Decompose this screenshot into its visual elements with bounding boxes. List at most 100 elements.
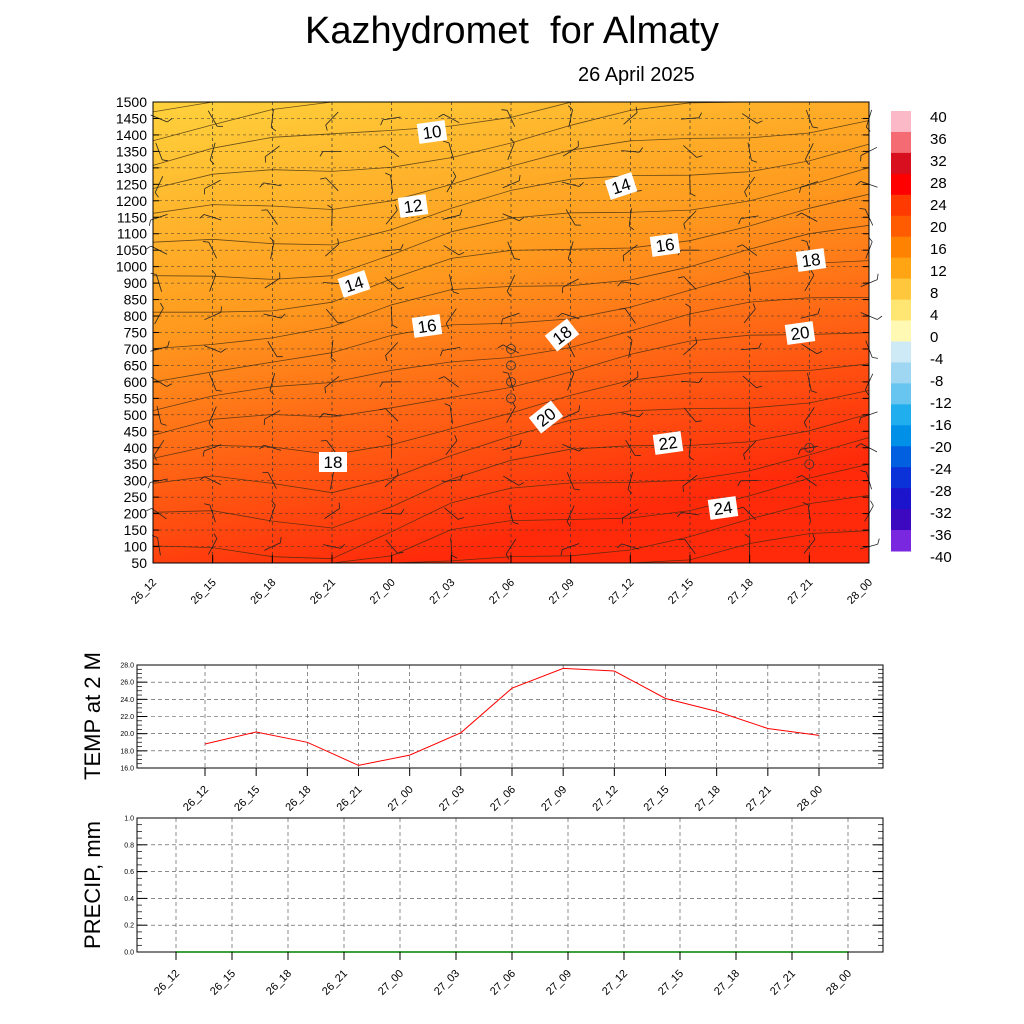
cs-y-tick-label: 1050 — [116, 242, 147, 258]
wind-barb-flag — [811, 390, 817, 393]
wind-barb-shaft — [443, 376, 459, 388]
colorbar-swatch — [891, 509, 911, 531]
wind-barb — [382, 243, 404, 252]
wind-barb — [269, 500, 276, 523]
wind-barb-shaft — [382, 116, 401, 121]
wind-barb-shaft — [269, 373, 276, 391]
wind-barb-flag — [817, 308, 821, 314]
wind-barb-shaft — [680, 380, 700, 383]
wind-barb — [440, 347, 461, 357]
wind-barb-flag — [320, 440, 327, 442]
wind-barb-shaft — [562, 278, 579, 288]
wind-barb-flag — [578, 447, 584, 452]
wind-barb — [390, 307, 398, 329]
precip-x-tick-label: 26_15 — [208, 968, 238, 998]
cs-y-tick-label: 300 — [124, 473, 148, 489]
wind-barb-shaft — [325, 243, 339, 257]
wind-barb-shaft — [204, 312, 222, 321]
contour-label-box — [795, 248, 827, 272]
cs-y-tick-label: 850 — [124, 292, 148, 308]
wind-barb-shaft — [743, 308, 756, 324]
wind-barb-flag — [451, 555, 458, 559]
wind-barb — [799, 181, 819, 193]
wind-barb-flag — [199, 214, 205, 219]
wind-barb — [803, 407, 815, 428]
calm-wind-circle — [804, 459, 815, 470]
wind-barb-shaft — [322, 282, 342, 285]
wind-barb-flag — [153, 455, 158, 461]
wind-barb — [443, 140, 455, 161]
wind-barb-flag — [514, 258, 521, 260]
wind-barb-flag — [877, 538, 880, 545]
wind-barb — [560, 543, 580, 556]
wind-barb — [566, 505, 575, 527]
temp-y-tick-label: 24.0 — [120, 697, 134, 704]
wind-barb — [621, 147, 644, 153]
colorbar-swatch — [891, 362, 911, 384]
isotherm-line — [152, 143, 870, 246]
precip-y-tick-label: 0.8 — [124, 842, 134, 849]
colorbar-label: 0 — [930, 329, 938, 346]
wind-barb-shaft — [566, 472, 575, 490]
wind-barb — [208, 373, 222, 392]
wind-barb — [502, 371, 515, 391]
wind-barb-flag — [154, 192, 159, 198]
wind-barb-shaft — [801, 475, 817, 487]
wind-barb — [204, 179, 221, 195]
wind-barb-flag — [628, 225, 635, 231]
cs-y-tick-label: 650 — [124, 357, 148, 373]
temp-y-tick-label: 26.0 — [120, 680, 134, 687]
wind-barb-shaft — [623, 112, 638, 125]
wind-barb-shaft — [621, 281, 640, 285]
wind-barb-shaft — [565, 209, 576, 226]
wind-barb-flag — [337, 238, 340, 245]
wind-barb-shaft — [804, 275, 815, 292]
precip-x-tick-label: 27_06 — [488, 968, 518, 998]
contour-label-box — [416, 120, 448, 144]
wind-barb-shaft — [803, 407, 815, 423]
calm-wind-circle — [506, 344, 516, 354]
wind-barb-shaft — [622, 508, 639, 519]
wind-barb-shaft — [208, 373, 217, 391]
wind-barb — [444, 403, 453, 424]
wind-barb-shaft — [204, 179, 221, 189]
wind-barb-shaft — [209, 142, 216, 161]
wind-barb-shaft — [448, 142, 455, 161]
wind-barb — [801, 343, 823, 355]
wind-barb-shaft — [324, 508, 340, 519]
wind-barb-flag — [519, 439, 522, 446]
wind-barb — [682, 474, 698, 493]
temp-x-tick-label: 27_00 — [386, 784, 416, 814]
contour-label-text: 14 — [609, 175, 633, 199]
wind-barb-flag — [872, 356, 879, 359]
wind-barb-flag — [330, 357, 336, 362]
contour-label-box — [652, 431, 684, 455]
wind-barb-shaft — [323, 544, 341, 549]
contour-label-box — [784, 321, 816, 345]
colorbar-label: 12 — [930, 263, 947, 280]
wind-barb-flag — [167, 340, 170, 347]
wind-barb-flag — [396, 468, 399, 475]
temp-y-tick-label: 22.0 — [120, 714, 134, 721]
wind-barb-shaft — [567, 373, 575, 391]
wind-barb-flag — [211, 269, 217, 275]
wind-barb — [562, 140, 579, 157]
wind-barb-flag — [798, 449, 801, 455]
wind-barb-shaft — [625, 439, 636, 456]
cs-y-tick-label: 1150 — [117, 209, 147, 225]
wind-barb — [683, 337, 698, 356]
wind-barb-shaft — [503, 475, 519, 486]
wind-barb-shaft — [743, 506, 757, 521]
colorbar-swatch — [891, 299, 911, 322]
wind-barb-flag — [737, 506, 744, 510]
wind-barb-flag — [263, 419, 265, 426]
contour-label: 14 — [604, 172, 638, 200]
wind-barb-shaft — [740, 347, 759, 351]
temp-x-tick-label: 28_00 — [795, 784, 825, 814]
wind-barb-shaft — [502, 213, 520, 222]
cs-y-tick-label: 50 — [131, 555, 147, 571]
wind-barb-flag — [512, 521, 519, 525]
colorbar-label: 20 — [930, 219, 947, 236]
wind-barb-flag — [695, 337, 698, 344]
wind-barb-shaft — [621, 150, 640, 153]
